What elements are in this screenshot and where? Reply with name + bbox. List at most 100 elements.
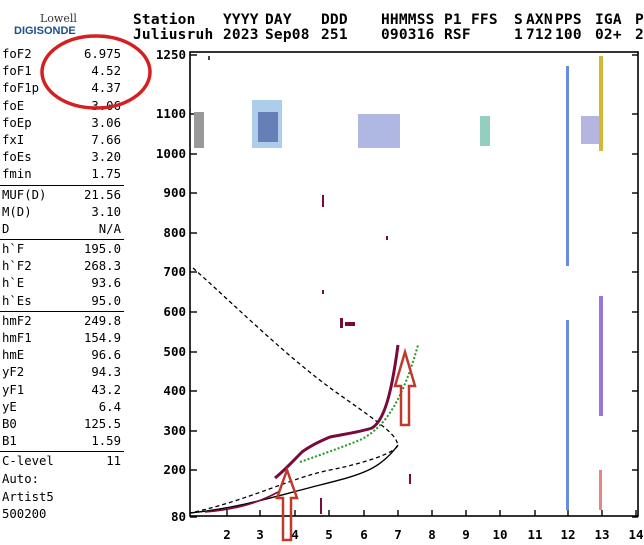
header-label-7: S [514,12,523,28]
param-label: yE [2,399,17,414]
param-row: B1 1.59 [0,433,124,450]
y-axis: 1250 1100 1000 900 800 700 600 500 400 300 200 80 [156,47,638,524]
param-value: 7.66 [91,132,121,147]
header-value-1: 2023 [223,27,259,43]
solid-profile-curve [189,444,399,514]
param-value: N/A [98,221,121,236]
x-axis: 2 3 4 5 6 7 8 9 10 11 12 13 14 [223,510,644,542]
footer-artist-label: Artist5 [2,489,54,504]
x-tick-label: 5 [325,527,333,542]
param-value: 6.975 [83,47,121,61]
param-label: h`F [2,242,25,257]
param-separator [0,184,124,186]
param-value: 249.8 [83,313,121,328]
footer-auto-label: Auto: [2,472,40,486]
param-label: fxI [2,132,25,147]
param-value: 21.56 [83,187,121,202]
param-row: hmF1 154.9 [0,330,124,347]
header-value-4: 090316 [381,27,435,43]
header-label-4: HHMMSS [381,12,435,28]
param-value: 195.0 [83,242,121,257]
param-value: 3.10 [91,204,121,219]
header-label-0: Station [133,12,196,28]
logo-digisonde-text: DIGISONDE [14,25,76,37]
header-value-0: Juliusruh [133,27,214,43]
param-label: foE [2,98,25,113]
param-value: 3.20 [91,150,121,165]
y-tick-label: 80 [171,509,186,524]
param-label: foF1 [2,64,32,79]
header-label-1: YYYY [223,12,259,28]
x-tick-label: 14 [628,527,643,542]
param-value: 93.6 [91,276,121,291]
param-label: B0 [2,416,17,431]
y-tick-label: 200 [163,462,186,477]
x-tick-label: 3 [256,527,264,542]
param-row: D N/A [0,221,124,238]
param-separator [0,451,124,453]
param-row: C-level 11 [0,453,124,470]
x-tick-label: 11 [527,527,542,542]
param-row: h`F 195.0 [0,241,124,258]
param-label: foEp [2,115,32,130]
header-label-3: DDD [321,12,348,28]
sparse-echoes [208,56,411,514]
param-label: B1 [2,434,17,449]
header-value-7: 1 [514,27,523,43]
param-value: 95.0 [91,293,121,308]
param-separator [0,310,124,312]
x-tick-label: 9 [462,527,470,542]
x-tick-label: 2 [223,527,231,542]
param-label: MUF(D) [2,187,47,202]
header-value-10: 02+ [595,27,622,43]
param-value: 6.4 [98,399,121,414]
dashed-profile-curve [189,267,399,514]
param-row: yF2 94.3 [0,364,124,381]
param-value: 94.3 [91,365,121,380]
param-row: hmE 96.6 [0,347,124,364]
y-tick-label: 500 [163,344,186,359]
y-tick-label: 900 [163,185,186,200]
param-separator [0,239,124,241]
digisonde-logo: Lowell DIGISONDE [2,2,122,38]
param-row: h`E 93.6 [0,275,124,292]
param-row: foF2 6.975 [0,46,124,63]
param-value: 3.06 [91,115,121,130]
param-row: h`Es 95.0 [0,293,124,310]
header-label-9: PPS [555,12,582,28]
param-value: 11 [106,454,121,469]
param-value: 43.2 [91,382,121,397]
annotation-circle [40,34,152,110]
y-tick-label: 800 [163,225,186,240]
x-tick-label: 6 [360,527,368,542]
param-row: B0 125.5 [0,416,124,433]
param-row: foEp 3.06 [0,115,124,132]
x-tick-label: 10 [492,527,507,542]
x-tick-label: 13 [594,527,609,542]
interference-lines [566,56,603,510]
header-value-11: 22 [635,27,644,43]
param-label: foF2 [2,47,32,61]
y-tick-label: 1100 [156,106,186,121]
param-row: fxI 7.66 [0,132,124,149]
param-row: hmF2 249.8 [0,313,124,330]
y-tick-label: 300 [163,423,186,438]
y-tick-label: 700 [163,264,186,279]
param-value: 268.3 [83,259,121,274]
param-row: M(D) 3.10 [0,204,124,221]
param-value: 125.5 [83,416,121,431]
param-label: C-level [2,454,54,469]
param-label: foEs [2,150,32,165]
x-tick-label: 7 [394,527,402,542]
param-value: 154.9 [83,331,121,345]
param-label: h`Es [2,293,32,308]
y-tick-label: 1000 [156,146,186,161]
param-label: hmE [2,348,25,363]
header-label-5: P1 [444,12,462,28]
header-value-9: 100 [555,27,582,43]
param-row: foEs 3.20 [0,149,124,166]
scaled-parameters-panel: foF2 6.975 foF1 4.52 foF1p 4.37 foE 3.06 foEp 3.0… [0,46,124,471]
param-label: fmin [2,167,32,182]
param-row: foF1 4.52 [0,63,124,80]
